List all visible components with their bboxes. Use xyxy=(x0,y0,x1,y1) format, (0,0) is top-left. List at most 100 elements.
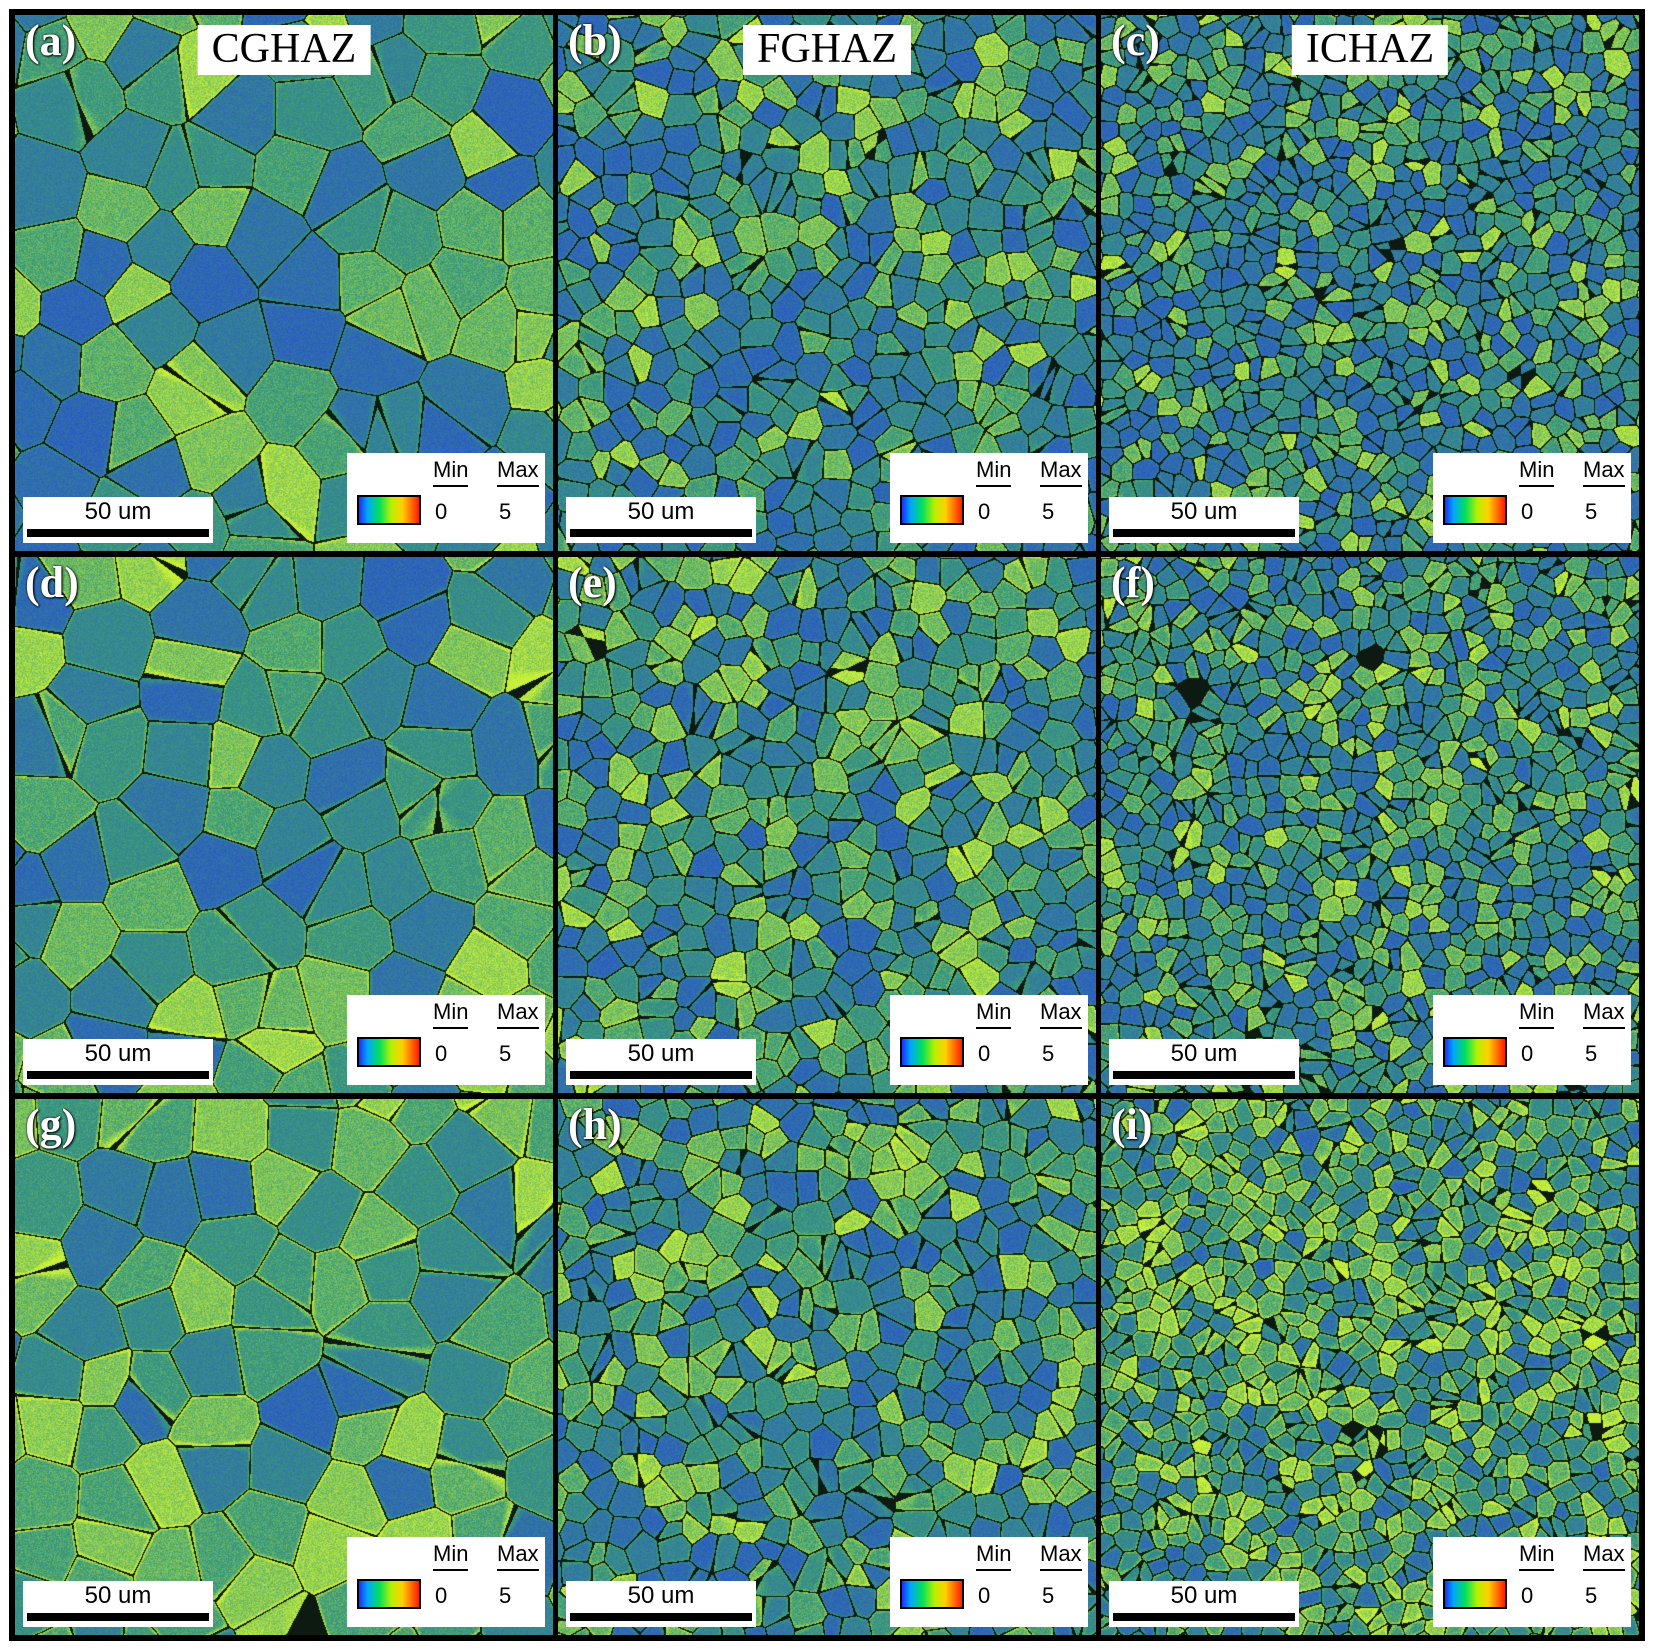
scale-bar-line xyxy=(27,1071,209,1079)
color-legend: Min Max 0 5 xyxy=(890,995,1088,1085)
scale-bar-label: 50 um xyxy=(84,498,152,525)
scale-bar: 50 um xyxy=(1109,497,1299,543)
figure-frame: (a) CGHAZ 50 um Min Max 0 5 (b) FGHAZ 50… xyxy=(9,9,1645,1641)
legend-max-label: Max xyxy=(497,1543,539,1571)
panel-letter-f: (f) xyxy=(1111,558,1155,607)
legend-min-label: Min xyxy=(433,459,469,487)
panel-letter-b: (b) xyxy=(568,16,622,65)
color-legend: Min Max 0 5 xyxy=(347,453,545,543)
panel-b: (b) FGHAZ 50 um Min Max 0 5 xyxy=(558,15,1096,551)
scale-bar-line xyxy=(27,529,209,537)
column-title-cghaz: CGHAZ xyxy=(197,25,371,76)
color-legend: Min Max 0 5 xyxy=(890,453,1088,543)
panel-i: (i) 50 um Min Max 0 5 xyxy=(1101,1099,1639,1635)
legend-min-label: Min xyxy=(433,1001,469,1029)
legend-max-label: Max xyxy=(1040,1543,1082,1571)
scale-bar-label: 50 um xyxy=(1170,1582,1238,1609)
legend-max-label: Max xyxy=(1583,1543,1625,1571)
legend-min-label: Min xyxy=(1519,1001,1555,1029)
scale-bar-label: 50 um xyxy=(84,1040,152,1067)
panel-letter-g: (g) xyxy=(25,1100,77,1149)
legend-max-value: 5 xyxy=(1042,1041,1055,1066)
scale-bar-line xyxy=(570,529,752,537)
scale-bar-line xyxy=(1113,1613,1295,1621)
scale-bar: 50 um xyxy=(1109,1039,1299,1085)
color-legend: Min Max 0 5 xyxy=(347,995,545,1085)
scale-bar: 50 um xyxy=(1109,1581,1299,1627)
panel-letter-d: (d) xyxy=(25,558,79,607)
color-legend: Min Max 0 5 xyxy=(1433,1537,1631,1627)
legend-max-value: 5 xyxy=(1585,1041,1598,1066)
legend-max-label: Max xyxy=(1583,1001,1625,1029)
panel-c: (c) ICHAZ 50 um Min Max 0 5 xyxy=(1101,15,1639,551)
legend-max-label: Max xyxy=(1583,459,1625,487)
legend-min-value: 0 xyxy=(978,1041,991,1066)
legend-max-label: Max xyxy=(1040,1001,1082,1029)
scale-bar-line xyxy=(570,1071,752,1079)
column-title-fghaz: FGHAZ xyxy=(742,25,912,76)
panel-f: (f) 50 um Min Max 0 5 xyxy=(1101,557,1639,1093)
color-gradient-bar xyxy=(1443,495,1507,525)
panel-letter-e: (e) xyxy=(568,558,617,607)
legend-min-value: 0 xyxy=(978,499,991,524)
scale-bar-line xyxy=(1113,1071,1295,1079)
legend-max-label: Max xyxy=(497,1001,539,1029)
legend-max-label: Max xyxy=(497,459,539,487)
scale-bar: 50 um xyxy=(23,1039,213,1085)
legend-min-value: 0 xyxy=(1521,1583,1534,1608)
legend-min-value: 0 xyxy=(435,1583,448,1608)
scale-bar: 50 um xyxy=(23,497,213,543)
scale-bar: 50 um xyxy=(566,497,756,543)
color-legend: Min Max 0 5 xyxy=(1433,453,1631,543)
scale-bar-line xyxy=(570,1613,752,1621)
color-gradient-bar xyxy=(1443,1579,1507,1609)
legend-min-label: Min xyxy=(433,1543,469,1571)
legend-min-label: Min xyxy=(976,1543,1012,1571)
legend-max-value: 5 xyxy=(499,1041,512,1066)
color-gradient-bar xyxy=(1443,1037,1507,1067)
panel-g: (g) 50 um Min Max 0 5 xyxy=(15,1099,553,1635)
color-gradient-bar xyxy=(357,1037,421,1067)
scale-bar: 50 um xyxy=(566,1581,756,1627)
panel-h: (h) 50 um Min Max 0 5 xyxy=(558,1099,1096,1635)
scale-bar-label: 50 um xyxy=(84,1582,152,1609)
scale-bar-label: 50 um xyxy=(1170,1040,1238,1067)
color-legend: Min Max 0 5 xyxy=(890,1537,1088,1627)
scale-bar-label: 50 um xyxy=(627,498,695,525)
color-gradient-bar xyxy=(357,1579,421,1609)
legend-min-label: Min xyxy=(976,1001,1012,1029)
legend-min-value: 0 xyxy=(1521,499,1534,524)
legend-max-value: 5 xyxy=(1585,499,1598,524)
legend-min-value: 0 xyxy=(435,499,448,524)
legend-min-label: Min xyxy=(1519,1543,1555,1571)
scale-bar: 50 um xyxy=(23,1581,213,1627)
panel-letter-i: (i) xyxy=(1111,1100,1153,1149)
legend-min-label: Min xyxy=(1519,459,1555,487)
color-gradient-bar xyxy=(900,1037,964,1067)
legend-max-value: 5 xyxy=(1042,1583,1055,1608)
color-legend: Min Max 0 5 xyxy=(1433,995,1631,1085)
legend-min-value: 0 xyxy=(978,1583,991,1608)
scale-bar-label: 50 um xyxy=(627,1582,695,1609)
legend-max-value: 5 xyxy=(499,499,512,524)
panel-e: (e) 50 um Min Max 0 5 xyxy=(558,557,1096,1093)
column-title-ichaz: ICHAZ xyxy=(1291,25,1449,76)
panel-letter-c: (c) xyxy=(1111,16,1160,65)
panel-letter-h: (h) xyxy=(568,1100,622,1149)
color-gradient-bar xyxy=(357,495,421,525)
color-gradient-bar xyxy=(900,1579,964,1609)
scale-bar-label: 50 um xyxy=(1170,498,1238,525)
scale-bar-line xyxy=(27,1613,209,1621)
scale-bar-label: 50 um xyxy=(627,1040,695,1067)
panel-a: (a) CGHAZ 50 um Min Max 0 5 xyxy=(15,15,553,551)
color-legend: Min Max 0 5 xyxy=(347,1537,545,1627)
color-gradient-bar xyxy=(900,495,964,525)
legend-min-value: 0 xyxy=(435,1041,448,1066)
legend-min-value: 0 xyxy=(1521,1041,1534,1066)
scale-bar-line xyxy=(1113,529,1295,537)
panel-grid: (a) CGHAZ 50 um Min Max 0 5 (b) FGHAZ 50… xyxy=(15,15,1639,1635)
legend-max-label: Max xyxy=(1040,459,1082,487)
scale-bar: 50 um xyxy=(566,1039,756,1085)
legend-min-label: Min xyxy=(976,459,1012,487)
panel-letter-a: (a) xyxy=(25,16,77,65)
